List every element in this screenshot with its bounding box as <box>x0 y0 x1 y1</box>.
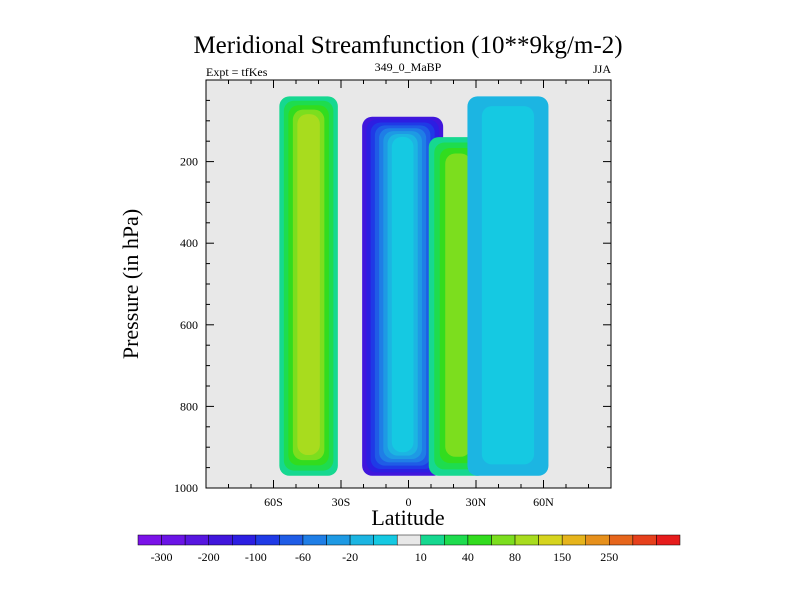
x-tick-label: 60N <box>533 495 554 509</box>
x-tick-label: 30S <box>332 495 351 509</box>
colorbar-swatch <box>491 534 516 546</box>
axes: 60S 30S 0 30N 60N 200 400 600 800 1000 <box>174 80 611 509</box>
colorbar-swatch <box>302 534 327 546</box>
colorbar-label: 250 <box>600 550 618 564</box>
colorbar-swatch <box>396 534 422 546</box>
colorbar-swatch <box>467 534 492 546</box>
contour-fills <box>279 96 549 476</box>
colorbar-swatch <box>161 534 186 546</box>
colorbar-swatch <box>279 534 304 546</box>
contour-band <box>481 106 535 465</box>
colorbar-swatch <box>349 534 374 546</box>
y-axis-label: Pressure (in hPa) <box>118 209 143 359</box>
colorbar-swatch <box>232 534 257 546</box>
contour-band <box>391 136 414 453</box>
colorbar-label: 80 <box>509 550 521 564</box>
x-tick-label: 0 <box>406 495 412 509</box>
colorbar-swatch <box>373 534 398 546</box>
colorbar-swatch <box>326 534 351 546</box>
contour-cell-2 <box>362 116 444 476</box>
colorbar-swatch <box>420 534 445 546</box>
colorbar-label: -300 <box>151 550 173 564</box>
colorbar-swatch <box>632 534 657 546</box>
colorbar-swatch <box>137 534 162 546</box>
experiment-label: Expt = tfKes <box>206 65 268 79</box>
colorbar-label: -20 <box>342 550 358 564</box>
contour-cell-4 <box>467 96 549 476</box>
colorbar-swatch <box>208 534 233 546</box>
colorbar: -300 -200 -100 -60 -20 10 40 80 150 250 <box>137 534 681 564</box>
contour-band <box>297 114 320 455</box>
chart-title: Meridional Streamfunction (10**9kg/m-2) <box>193 32 622 59</box>
y-tick-label: 800 <box>180 399 198 413</box>
colorbar-swatch <box>538 534 563 546</box>
colorbar-swatch <box>585 534 610 546</box>
colorbar-swatch <box>609 534 634 546</box>
contour-cell-1 <box>279 96 338 476</box>
contour-band <box>445 153 471 457</box>
colorbar-label: 10 <box>415 550 427 564</box>
y-tick-label: 200 <box>180 155 198 169</box>
season-label: JJA <box>593 62 611 76</box>
y-tick-label: 400 <box>180 236 198 250</box>
x-tick-label: 30N <box>466 495 487 509</box>
colorbar-label: -60 <box>295 550 311 564</box>
x-axis-label: Latitude <box>371 505 444 530</box>
colorbar-swatch <box>184 534 209 546</box>
colorbar-swatch <box>514 534 539 546</box>
run-label: 349_0_MaBP <box>375 60 442 74</box>
colorbar-label: 40 <box>462 550 474 564</box>
colorbar-swatch <box>656 534 681 546</box>
x-tick-label: 60S <box>264 495 283 509</box>
colorbar-swatch <box>561 534 586 546</box>
plot-area: 60S 30S 0 30N 60N 200 400 600 800 1000 <box>174 79 612 509</box>
colorbar-swatch <box>444 534 469 546</box>
y-tick-label: 1000 <box>174 481 198 495</box>
colorbar-swatch <box>255 534 280 546</box>
colorbar-label: 150 <box>553 550 571 564</box>
colorbar-label: -200 <box>198 550 220 564</box>
colorbar-label: -100 <box>245 550 267 564</box>
y-tick-label: 600 <box>180 318 198 332</box>
